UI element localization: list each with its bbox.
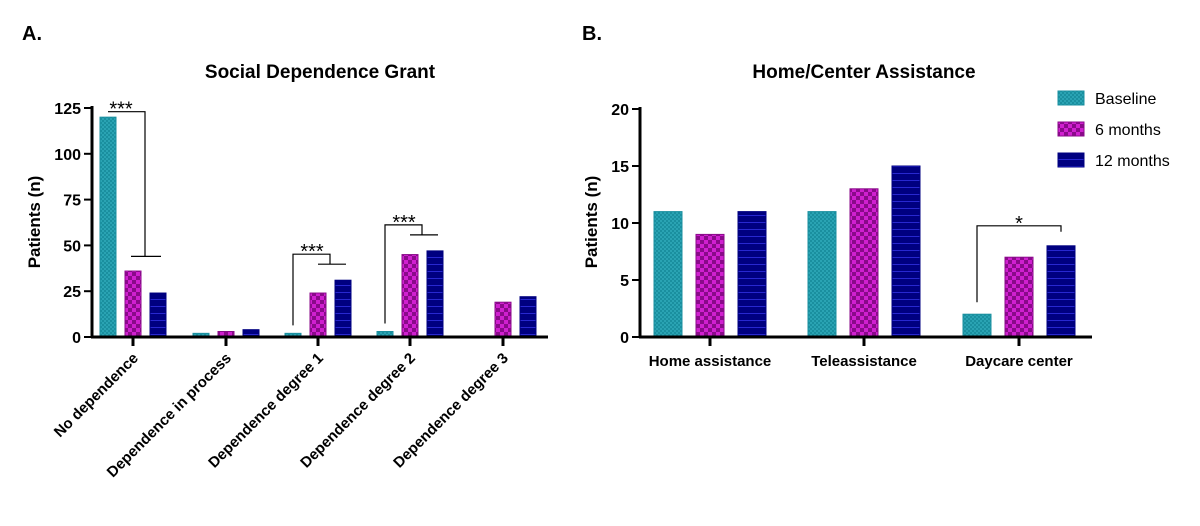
panel-label: A. bbox=[22, 23, 42, 45]
y-tick-label: 15 bbox=[611, 159, 629, 176]
y-axis-label: Patients (n) bbox=[582, 176, 601, 269]
bar-12-months bbox=[149, 292, 167, 338]
bar-6-months bbox=[849, 188, 879, 338]
significance-label: *** bbox=[109, 99, 133, 121]
x-tick-label: Home assistance bbox=[649, 353, 772, 370]
bar-12-months bbox=[334, 279, 352, 338]
bar-12-months bbox=[426, 250, 444, 338]
bar-6-months bbox=[401, 254, 419, 338]
y-tick-label: 10 bbox=[611, 216, 629, 233]
bar-12-months bbox=[737, 211, 767, 338]
legend-swatch bbox=[1057, 152, 1085, 168]
bar-6-months bbox=[309, 292, 327, 338]
chart-title: Home/Center Assistance bbox=[752, 62, 975, 83]
bar-12-months bbox=[1046, 245, 1076, 338]
bar-6-months bbox=[1004, 256, 1034, 338]
y-tick-label: 75 bbox=[63, 193, 81, 210]
significance-bracket bbox=[384, 224, 438, 324]
significance-label: *** bbox=[300, 241, 324, 263]
significance-label: *** bbox=[392, 212, 416, 234]
y-tick-label: 125 bbox=[54, 101, 81, 118]
bar-6-months bbox=[124, 270, 142, 338]
y-tick-label: 50 bbox=[63, 238, 81, 255]
significance-bracket bbox=[976, 225, 1062, 303]
bar-6-months bbox=[494, 301, 512, 338]
x-tick-label: No dependence bbox=[51, 350, 142, 441]
bar-baseline bbox=[807, 211, 837, 338]
y-tick-label: 5 bbox=[620, 273, 629, 290]
legend-swatch bbox=[1057, 90, 1085, 106]
chart-a: A. Social Dependence Grant Patients (n) 0 25… bbox=[22, 23, 548, 481]
y-tick-label: 0 bbox=[620, 330, 629, 347]
y-axis-label: Patients (n) bbox=[25, 176, 44, 269]
legend-swatch bbox=[1057, 121, 1085, 137]
x-tick-label: Teleassistance bbox=[811, 353, 917, 370]
y-tick-label: 100 bbox=[54, 147, 81, 164]
panel-label: B. bbox=[582, 23, 602, 45]
bar-baseline bbox=[653, 211, 683, 338]
chart-title: Social Dependence Grant bbox=[205, 62, 436, 83]
bar-12-months bbox=[519, 296, 537, 338]
bar-baseline bbox=[962, 313, 992, 338]
significance-label: * bbox=[1015, 213, 1023, 235]
significance-bracket bbox=[292, 253, 346, 326]
bar-baseline bbox=[99, 116, 117, 338]
y-tick-label: 0 bbox=[72, 330, 81, 347]
legend-label: 6 months bbox=[1095, 122, 1161, 139]
x-tick-label: Daycare center bbox=[965, 353, 1073, 370]
bar-6-months bbox=[695, 233, 725, 338]
chart-b: B. Home/Center Assistance Patients (n) 0 5 10… bbox=[582, 23, 1170, 370]
significance-bracket bbox=[108, 111, 161, 257]
y-tick-label: 20 bbox=[611, 102, 629, 119]
bar-12-months bbox=[891, 165, 921, 338]
y-tick-label: 25 bbox=[63, 284, 81, 301]
legend-label: Baseline bbox=[1095, 91, 1156, 108]
legend-label: 12 months bbox=[1095, 153, 1170, 170]
